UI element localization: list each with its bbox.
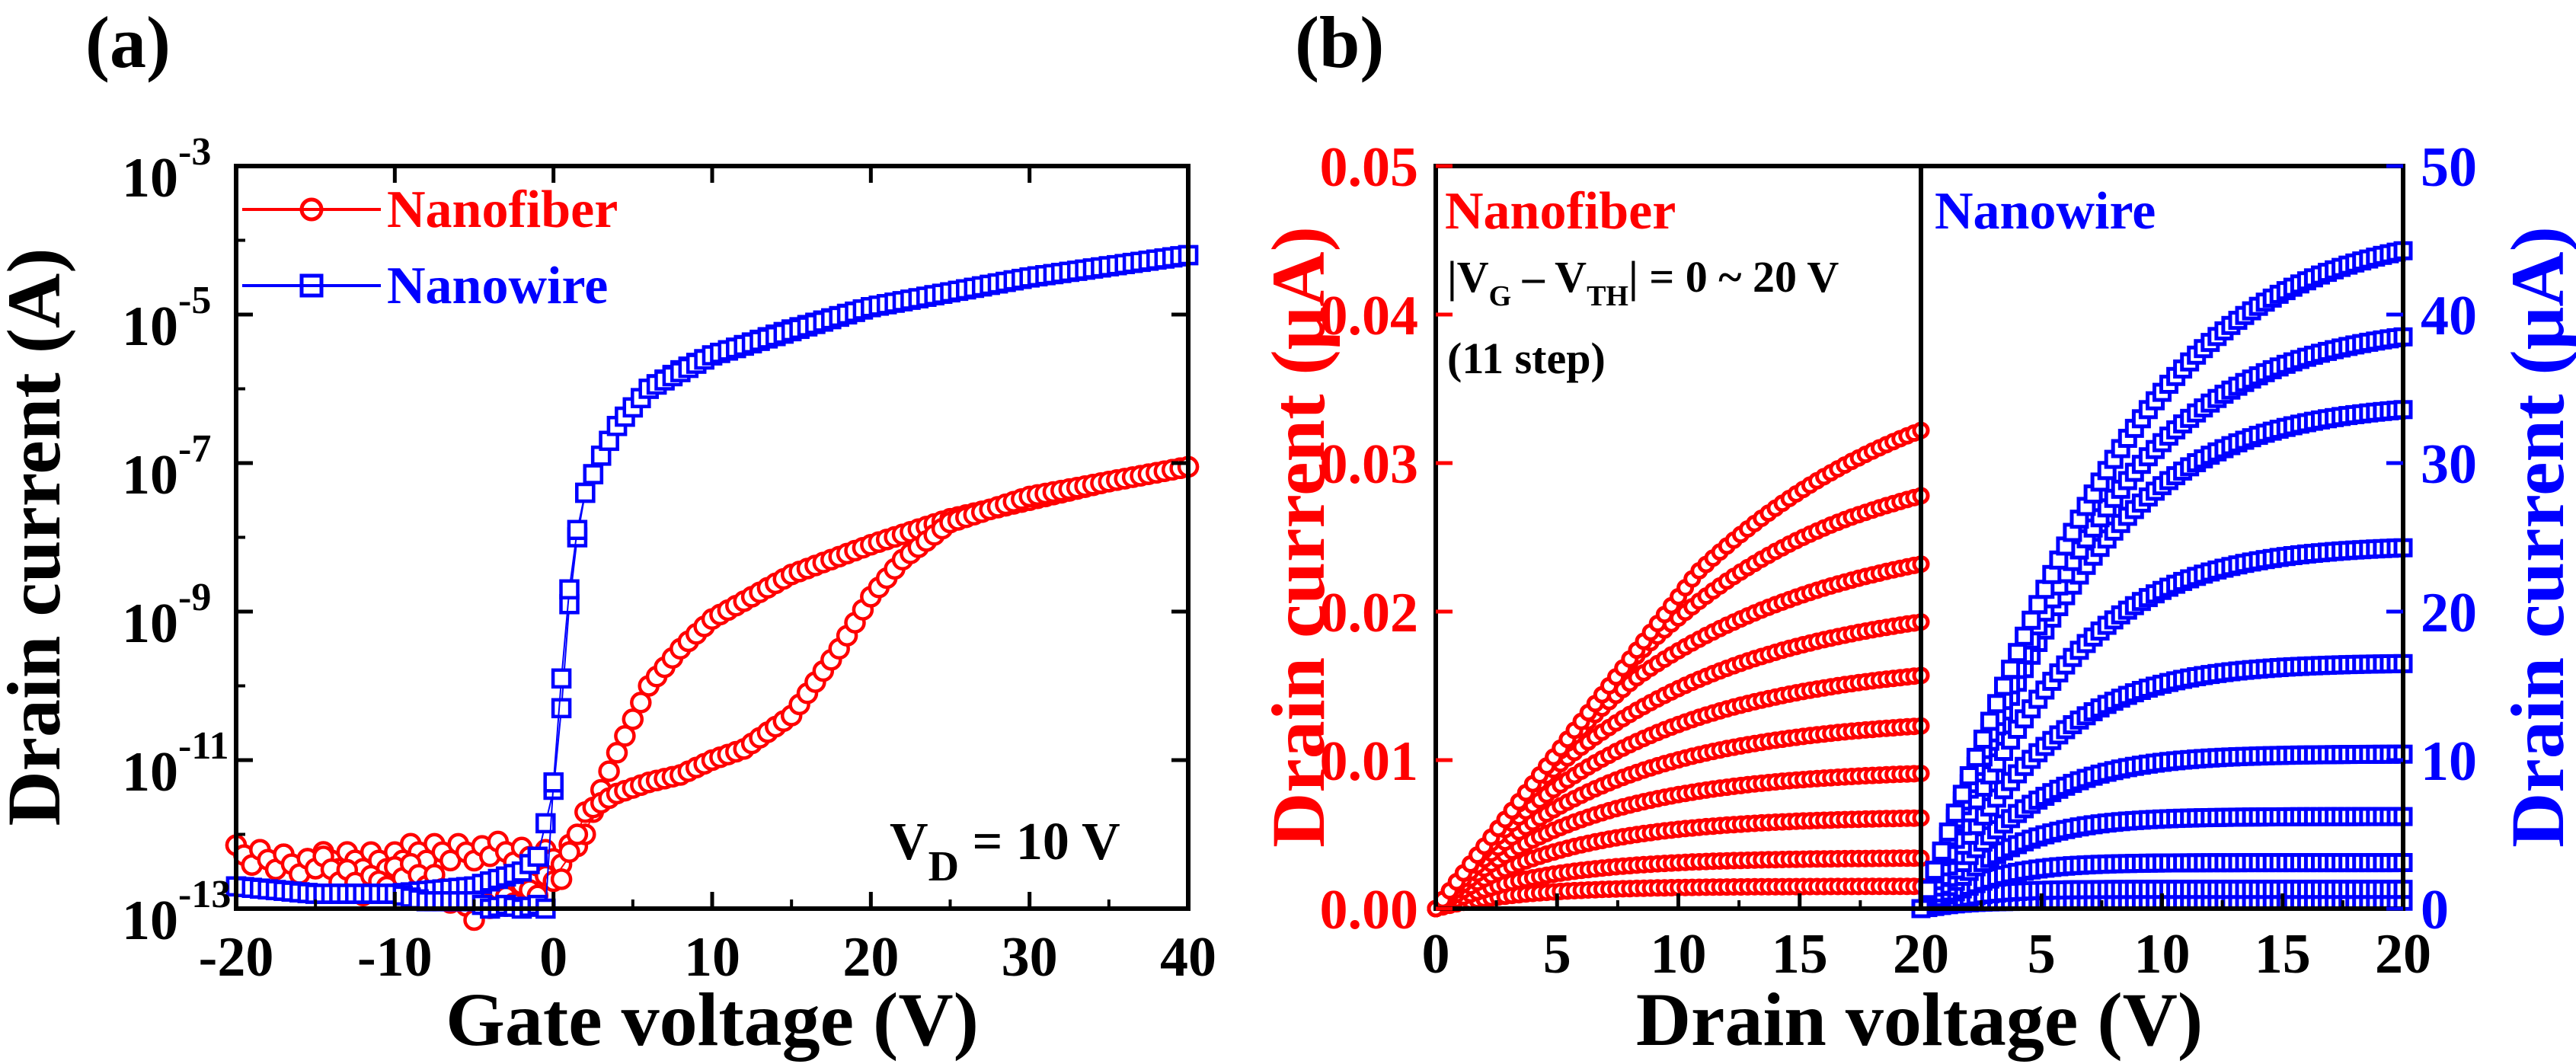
x-tick-label: 10 [2134, 923, 2191, 986]
nanofiber-point [598, 760, 620, 782]
nanofiber-point [558, 841, 580, 864]
x-tick-label: -20 [199, 926, 274, 989]
left-y-tick-label: 0.04 [1320, 285, 1419, 347]
nanowire-point [527, 846, 548, 867]
nanowire-curve-point [1987, 694, 2006, 714]
plot-b-step-annotation: (11 step) [1447, 334, 1606, 383]
nanofiber-point [622, 708, 644, 730]
nanowire-point [567, 519, 588, 541]
x-tick-label: 10 [1651, 923, 1707, 986]
plot-b-left-y-axis-title: Drain current (μA) [1256, 226, 1341, 848]
nanofiber-point [614, 725, 636, 747]
plot-b-x-axis-title: Drain voltage (V) [1636, 977, 2203, 1062]
nanowire-point [583, 464, 604, 484]
plot-a-x-axis-title: Gate voltage (V) [446, 977, 979, 1062]
plot-b-nanofiber-title: Nanofiber [1445, 182, 1676, 241]
nanowire-curve-point [1973, 730, 1993, 749]
right-y-tick-label: 50 [2421, 136, 2477, 199]
nanowire-curve-point [1952, 784, 1972, 804]
nanowire-curve-point [1994, 676, 2013, 696]
nanowire-curve-point [1959, 766, 1979, 785]
left-y-tick-label: 0.01 [1320, 730, 1419, 793]
nanowire-curve-point [1938, 822, 1958, 842]
plot-b-right-y-axis-title: Drain current (μA) [2495, 226, 2576, 848]
nanowire-curve-point [2028, 595, 2048, 615]
x-tick-label: 30 [1002, 926, 1058, 989]
x-tick-label: 10 [684, 926, 740, 989]
right-y-tick-label: 30 [2421, 433, 2477, 496]
right-y-tick-label: 0 [2421, 879, 2449, 941]
y-tick-label: 10-5 [122, 279, 211, 358]
nanowire-point [559, 579, 580, 600]
nanofiber-point [566, 823, 589, 845]
nanowire-curve-point [1925, 861, 1945, 880]
nanofiber-forward_sweep-line [235, 465, 1189, 865]
nanowire-curve-point [2015, 626, 2034, 646]
plot-a-legend: Nanofiber Nanowire [242, 181, 618, 315]
plot-b-overdrive-annotation: |VG – VTH| = 0 ~ 20 V [1447, 252, 1839, 312]
x-tick-label: 15 [1772, 923, 1828, 986]
legend-nanowire-label: Nanowire [387, 257, 608, 315]
plot-a: 10-3 10-5 10-7 10-9 10-11 10-13 -20 -10 0 10 20 30… [122, 130, 1216, 989]
curves-nanowire [1911, 241, 2413, 919]
y-tick-label: 10-9 [122, 576, 211, 655]
legend-nanowire-marker [299, 273, 324, 298]
nanowire-curve-point [1932, 841, 1951, 861]
nanowire-curve-point [2001, 660, 2021, 679]
x-tick-label: 40 [1160, 926, 1216, 989]
left-y-tick-label: 0.03 [1320, 433, 1419, 496]
left-y-tick-label: 0.00 [1320, 879, 1419, 941]
legend-nanofiber-label: Nanofiber [387, 181, 618, 239]
x-tick-label: 15 [2255, 923, 2311, 986]
nanowire-point [535, 813, 556, 834]
right-y-tick-label: 40 [2421, 285, 2477, 347]
plot-b: 0 5 10 15 20 5 10 15 20 0.00 0.01 0.02 0.03 0.04 0.05 0… [1320, 136, 2478, 986]
plot-a-vd-annotation: VD = 10 V [890, 813, 1120, 890]
left-y-tick-label: 0.02 [1320, 582, 1419, 644]
nanowire-point [551, 668, 572, 689]
nanowire-curve-point [2008, 643, 2028, 663]
y-tick-label: 10-13 [122, 873, 231, 952]
plot-a-y-axis-title: Drain current (A) [0, 248, 76, 826]
x-tick-label: 0 [1422, 923, 1450, 986]
x-tick-label: 5 [1543, 923, 1571, 986]
y-tick-label: 10-7 [122, 427, 211, 506]
plot-b-nanowire-title: Nanowire [1935, 182, 2156, 241]
nanowire-curve-point [2021, 610, 2041, 630]
right-y-tick-label: 10 [2421, 730, 2477, 793]
right-y-tick-label: 20 [2421, 582, 2477, 644]
y-tick-label: 10-3 [122, 130, 211, 209]
nanowire-point [543, 772, 564, 793]
nanofiber-point [630, 692, 652, 714]
curves-nanofiber [1427, 421, 1930, 918]
nanowire-point [575, 482, 596, 503]
x-tick-label: 20 [842, 926, 899, 989]
legend-nanofiber-marker [299, 197, 324, 222]
nanowire-curve-point [1980, 711, 1999, 731]
y-tick-label: 10-11 [122, 724, 229, 804]
nanowire-point [551, 698, 572, 719]
x-tick-label: 20 [2375, 923, 2431, 986]
x-tick-label: 5 [2028, 923, 2056, 986]
nanowire-curve-point [1945, 804, 1965, 823]
nanofiber-point [550, 868, 573, 890]
nanofiber-point [606, 742, 628, 764]
nanowire-curve-point [1966, 747, 1986, 767]
x-tick-label: 20 [1893, 923, 1949, 986]
left-y-tick-label: 0.05 [1320, 136, 1419, 199]
x-tick-label: 0 [539, 926, 567, 989]
x-tick-label: -10 [357, 926, 433, 989]
panel-a-label: (a) [85, 2, 171, 83]
panel-b-label: (b) [1295, 2, 1384, 83]
